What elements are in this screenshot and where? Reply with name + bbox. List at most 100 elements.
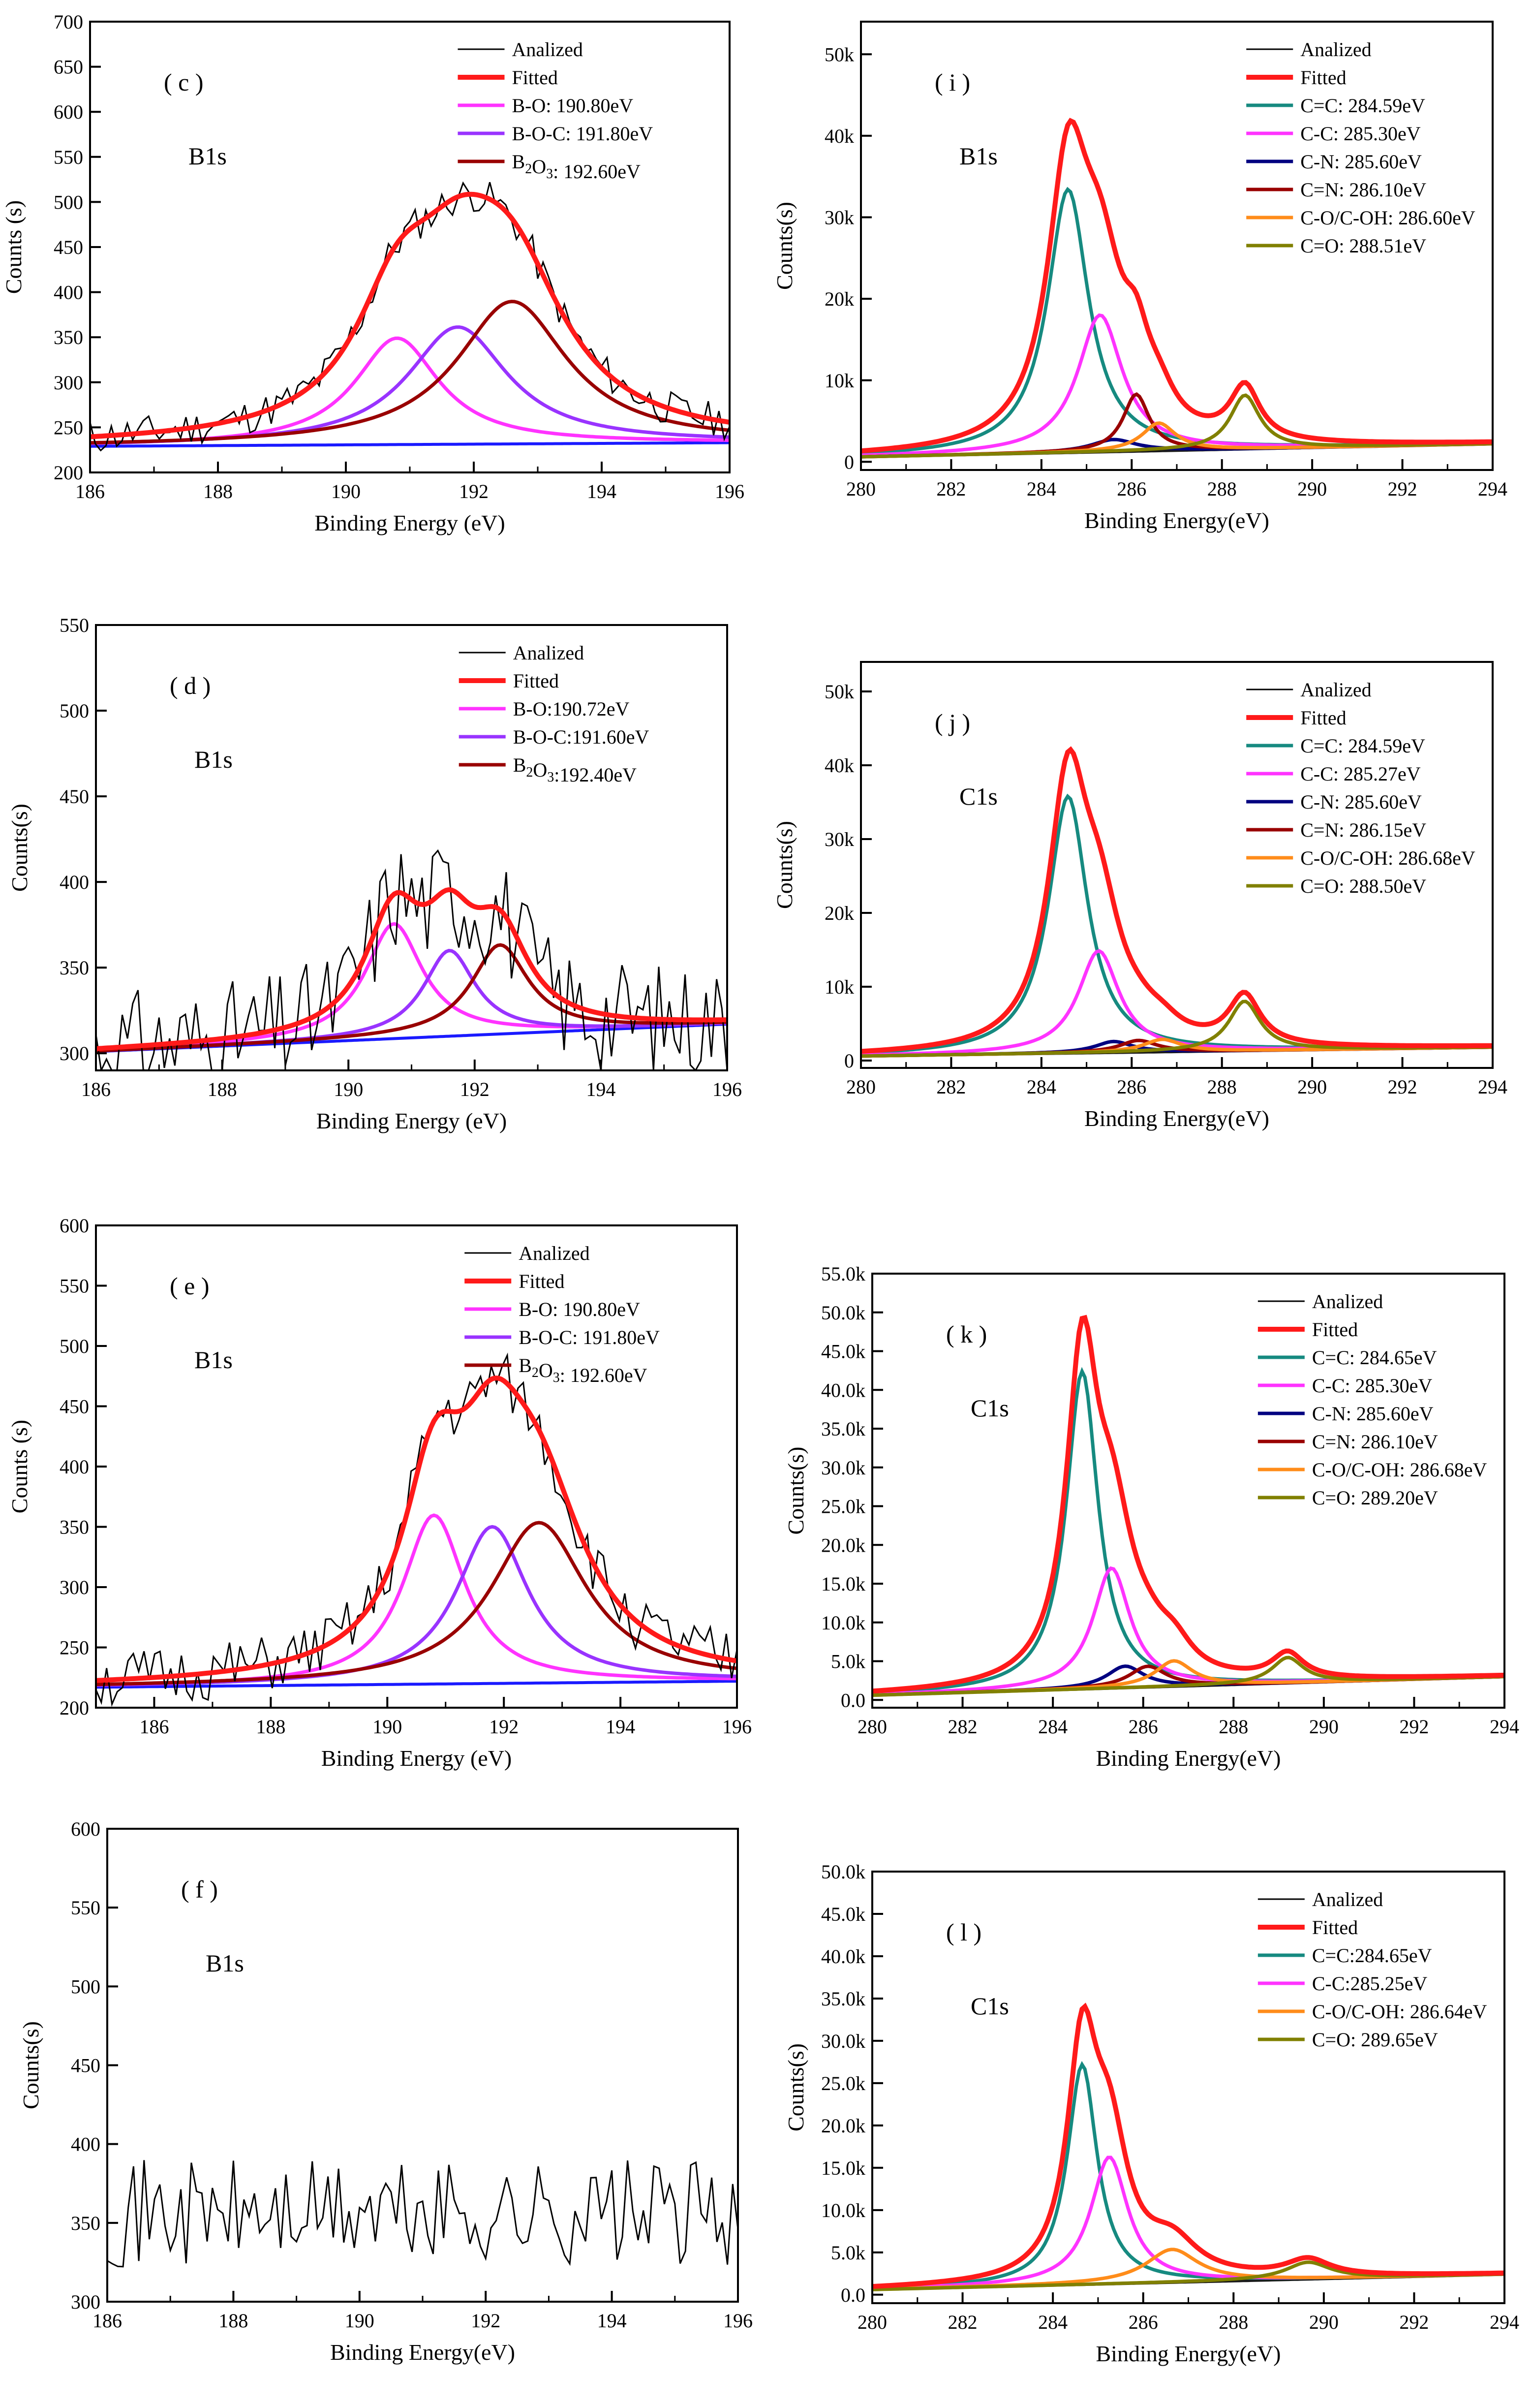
legend-entry: C-O/C-OH: 286.64eV — [1312, 2001, 1487, 2023]
legend-entry: C-C:285.25eV — [1312, 1972, 1428, 1995]
y-tick-label: 400 — [54, 281, 83, 304]
y-tick-label: 30k — [825, 828, 854, 850]
y-tick-label: 15.0k — [821, 1573, 865, 1595]
y-tick-label: 40.0k — [821, 1379, 865, 1401]
y-tick-label: 10k — [825, 976, 854, 998]
y-tick-label: 30k — [825, 207, 854, 229]
chart-j: 280 282 284 286 288 290 292 294 0 10k 20k 30k 40k 50k… — [772, 661, 1507, 1131]
plot-area-d — [96, 849, 727, 1070]
series-fitted — [872, 2002, 1504, 2289]
y-tick-label: 25.0k — [821, 2072, 865, 2095]
series-component-3 — [96, 1521, 737, 1687]
legend-entry: C=O: 289.65eV — [1312, 2029, 1438, 2051]
series-fitted — [872, 1314, 1504, 1694]
y-tick-label: 550 — [54, 146, 83, 168]
legend-entry: C=N: 286.10eV — [1300, 179, 1426, 201]
spectrum-label: B1s — [206, 1949, 244, 1977]
y-axis-title: Counts(s) — [18, 2021, 43, 2109]
x-tick-label: 290 — [1297, 478, 1327, 500]
y-tick-label: 20k — [825, 902, 854, 924]
plot-area-f — [107, 2160, 738, 2268]
x-tick-label: 284 — [1038, 1716, 1068, 1738]
series-analized — [96, 1352, 737, 1707]
y-tick-label: 40.0k — [821, 1945, 865, 1968]
y-tick-label: 20.0k — [821, 2115, 865, 2137]
x-tick-label: 280 — [846, 478, 876, 500]
legend-entry: B-O: 190.80eV — [519, 1298, 640, 1320]
series-component-3 — [96, 943, 727, 1053]
legend: Analized Fitted C=C: 284.59eV C-C: 285.30eV… — [1246, 38, 1475, 257]
spectrum-label: C1s — [959, 782, 998, 810]
x-tick-label: 288 — [1207, 478, 1237, 500]
plot-area-k — [872, 1314, 1504, 1697]
y-tick-label: 50.0k — [821, 1302, 865, 1324]
y-tick-label: 0.0 — [841, 1689, 865, 1711]
x-tick-label: 280 — [858, 1716, 887, 1738]
panel-label: ( k ) — [946, 1320, 987, 1348]
x-tick-label: 288 — [1207, 1076, 1237, 1098]
series-fitted — [861, 746, 1493, 1054]
x-tick-label: 280 — [846, 1076, 876, 1098]
series-baseline — [90, 441, 730, 448]
x-tick-label: 292 — [1399, 2311, 1429, 2333]
spectrum-label: C1s — [971, 1394, 1009, 1422]
y-tick-label: 350 — [60, 1516, 89, 1538]
y-axis-title: Counts (s) — [1, 200, 26, 294]
legend-entry: B2O3: 192.60eV — [519, 1354, 647, 1386]
y-tick-label: 200 — [54, 462, 83, 484]
series-baseline — [96, 1680, 737, 1689]
plot-area-c — [90, 181, 730, 452]
legend-entry: Analized — [1312, 1290, 1383, 1313]
legend-entry: Analized — [519, 1242, 589, 1264]
y-tick-label: 40k — [825, 125, 854, 147]
legend-entry: B-O:190.72eV — [513, 698, 630, 720]
y-tick-label: 350 — [60, 957, 89, 979]
panel-label: ( e ) — [170, 1272, 210, 1300]
x-axis-title: Binding Energy(eV) — [1096, 1746, 1281, 1771]
x-tick-label: 294 — [1490, 2311, 1519, 2333]
spectrum-label: B1s — [188, 142, 227, 170]
x-tick-label: 196 — [715, 480, 744, 502]
legend-entry: C-O/C-OH: 286.68eV — [1312, 1459, 1487, 1481]
y-tick-label: 500 — [60, 700, 89, 722]
legend-entry: C=O: 288.50eV — [1300, 875, 1426, 897]
series-component-2 — [96, 1525, 737, 1687]
x-axis-title: Binding Energy (eV) — [321, 1746, 512, 1771]
x-tick-label: 192 — [471, 2310, 500, 2332]
y-tick-label: 30.0k — [821, 1457, 865, 1479]
legend-entry: C-N: 285.60eV — [1300, 151, 1422, 173]
legend-entry: Fitted — [1300, 707, 1346, 729]
legend-entry: C=C: 284.59eV — [1300, 735, 1425, 757]
x-tick-label: 192 — [489, 1716, 519, 1738]
y-tick-label: 0 — [844, 1050, 854, 1072]
chart-i: 280 282 284 286 288 290 292 294 0 10k 20k 30k 40k 50k… — [772, 21, 1507, 533]
panel-label: ( j ) — [935, 709, 970, 736]
x-tick-label: 192 — [460, 1078, 490, 1100]
legend-entry: C=O: 289.20eV — [1312, 1487, 1438, 1509]
chart-e: 186 188 190 192 194 196 200 250 300 350 400 450 500 5… — [7, 1215, 752, 1771]
y-tick-label: 500 — [60, 1335, 89, 1357]
x-tick-label: 192 — [459, 480, 489, 502]
x-tick-label: 292 — [1399, 1716, 1429, 1738]
plot-area-i — [861, 118, 1493, 459]
legend-entry: Analized — [512, 38, 583, 61]
x-tick-label: 188 — [208, 1078, 237, 1100]
y-tick-label: 200 — [60, 1697, 89, 1719]
x-tick-label: 188 — [203, 480, 233, 502]
x-tick-label: 194 — [597, 2310, 627, 2332]
x-axis-title: Binding Energy(eV) — [1096, 2341, 1281, 2366]
legend-entry: Fitted — [1300, 66, 1346, 89]
legend-entry: C-N: 285.60eV — [1312, 1403, 1434, 1425]
x-tick-label: 188 — [256, 1716, 285, 1738]
x-tick-label: 282 — [936, 1076, 966, 1098]
x-tick-label: 288 — [1219, 1716, 1248, 1738]
y-tick-label: 30.0k — [821, 2030, 865, 2052]
x-axis-title: Binding Energy (eV) — [314, 510, 505, 535]
x-tick-label: 286 — [1117, 1076, 1146, 1098]
series-fitted — [861, 118, 1493, 454]
y-tick-label: 600 — [60, 1215, 89, 1237]
x-tick-label: 186 — [92, 2310, 122, 2332]
y-tick-label: 0 — [844, 451, 854, 473]
y-tick-label: 450 — [71, 2055, 100, 2077]
